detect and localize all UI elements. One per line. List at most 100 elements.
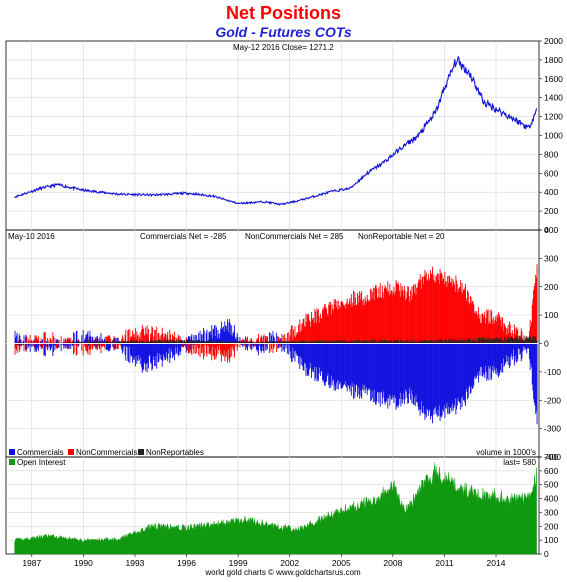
noncommercials-bar — [390, 293, 391, 344]
nonreportables-bar — [299, 340, 301, 344]
nonreportables-bar — [346, 340, 348, 344]
commercials-bar — [150, 343, 152, 364]
nonreportables-bar — [524, 338, 526, 344]
oi-y-tick-label: 600 — [544, 466, 558, 476]
nonreportables-bar — [218, 342, 220, 344]
noncommercials-bar — [330, 314, 332, 344]
noncommercials-bar — [352, 290, 354, 344]
nonreportables-bar — [197, 340, 199, 344]
commercials-bar — [289, 343, 291, 352]
nonreportables-bar — [522, 340, 524, 344]
nonreportables-bar — [152, 341, 154, 344]
commercials-bar — [165, 343, 167, 353]
nonreportables-bar — [350, 339, 352, 344]
noncommercials-bar — [494, 319, 496, 344]
commercials-bar — [51, 343, 53, 345]
noncommercials-bar — [227, 343, 229, 350]
commercials-bar — [344, 343, 346, 382]
nonreportables-bar — [166, 341, 168, 344]
noncommercials-bar — [315, 322, 317, 344]
noncommercials-bar — [377, 297, 379, 344]
noncommercials-bar — [328, 304, 330, 344]
nonreportables-bar — [77, 341, 79, 344]
noncommercials-bar — [463, 289, 464, 344]
commercials-bar — [447, 343, 449, 407]
nonreportables-bar — [465, 341, 467, 344]
commercials-bar — [237, 337, 239, 344]
noncommercials-bar — [93, 339, 95, 344]
nonreportables-bar — [454, 339, 456, 344]
noncommercials-bar — [18, 343, 20, 353]
nonreportables-bar — [283, 341, 285, 344]
nonreportables-bar — [68, 342, 70, 344]
nonreportables-bar — [483, 339, 485, 344]
nonreportables-bar — [357, 340, 359, 344]
noncommercials-bar — [305, 313, 307, 344]
noncommercials-bar — [504, 326, 506, 344]
nonreportables-bar — [528, 338, 530, 344]
nonreportables-bar — [78, 341, 80, 344]
commercials-bar — [489, 343, 491, 369]
noncommercials-bar — [94, 343, 96, 347]
commercials-bar — [466, 343, 468, 393]
noncommercials-bar — [370, 288, 372, 344]
commercials-bar — [464, 343, 466, 403]
noncommercials-bar — [124, 334, 126, 344]
commercials-bar — [167, 343, 169, 354]
noncommercials-bar — [115, 337, 116, 344]
commercials-bar — [532, 343, 534, 391]
noncommercials-bar — [27, 338, 29, 344]
commercials-bar — [416, 343, 418, 403]
nonreportables-bar — [88, 342, 90, 344]
noncommercials-bar — [104, 343, 105, 348]
commercials-bar — [535, 343, 537, 412]
commercials-bar — [428, 343, 430, 412]
noncommercials-bar — [390, 290, 392, 344]
nonreportables-bar — [220, 340, 222, 344]
commercials-bar — [354, 343, 356, 398]
nonreportables-bar — [429, 340, 431, 344]
nonreportables-bar — [123, 340, 125, 344]
commercials-bar — [247, 343, 248, 351]
nonreportables-bar — [240, 341, 242, 344]
noncommercials-bar — [132, 330, 134, 344]
commercials-bar — [106, 343, 107, 351]
nonreportables-bar — [445, 338, 447, 344]
nonreportables-bar — [114, 341, 116, 344]
noncommercials-bar — [372, 287, 374, 344]
commercials-bar — [526, 343, 528, 349]
commercials-bar — [112, 343, 114, 347]
noncommercials-bar — [513, 324, 515, 344]
nonreportables-bar — [342, 341, 344, 344]
nonreportables-bar — [399, 341, 400, 344]
commercials-bar — [156, 343, 158, 354]
commercials-bar — [62, 343, 64, 346]
noncommercials-bar — [172, 335, 174, 344]
commercials-bar — [515, 343, 517, 363]
commercials-bar — [512, 343, 514, 357]
noncommercials-bar — [295, 337, 297, 344]
nonreportables-bar — [170, 339, 171, 344]
noncommercials-bar — [470, 297, 472, 344]
nonreportables-bar — [203, 341, 204, 344]
commercials-bar — [443, 343, 444, 412]
nonreportables-bar — [189, 341, 191, 344]
noncommercials-bar — [185, 337, 187, 344]
noncommercials-bar — [384, 285, 386, 344]
commercials-bar — [66, 343, 68, 346]
commercials-bar — [363, 343, 365, 391]
price-y-tick-label: 1800 — [544, 55, 563, 65]
nonreportables-bar — [432, 340, 434, 344]
noncommercials-bar — [356, 305, 358, 344]
nonreportables-bar — [458, 341, 460, 344]
noncommercials-bar — [324, 304, 326, 344]
nonreportables-bar — [379, 339, 380, 344]
nonreportables-bar — [478, 337, 480, 344]
nonreportables-bar — [273, 341, 275, 344]
noncommercials-bar — [335, 299, 336, 344]
commercials-bar — [518, 343, 519, 349]
nonreportables-bar — [270, 342, 272, 344]
nonreportables-bar — [493, 338, 495, 344]
nonreportables-bar — [126, 341, 128, 344]
noncommercials-bar — [504, 324, 506, 344]
